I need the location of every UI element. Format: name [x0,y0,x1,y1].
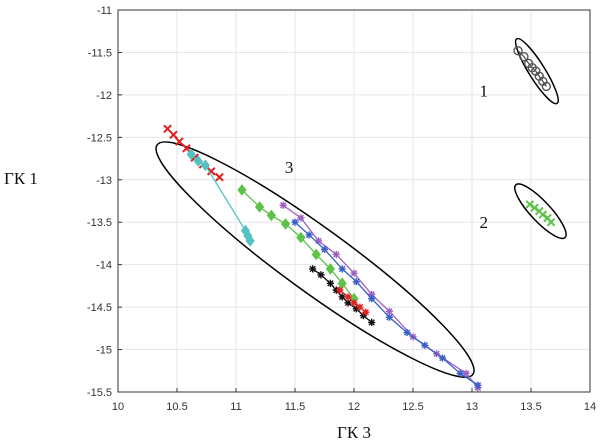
data-point [352,278,360,286]
data-point [325,263,336,275]
data-point [362,308,370,316]
cluster-label: 1 [480,82,489,101]
data-point [206,166,216,176]
data-point [385,307,393,315]
series-group [291,218,482,389]
x-tick-label: 12.5 [402,401,423,413]
data-point [305,231,313,239]
data-point [519,51,529,62]
data-point [352,305,360,313]
data-point [336,286,344,294]
x-tick-label: 10.5 [166,401,187,413]
data-point [309,265,317,273]
y-tick-label: -13 [96,175,112,187]
data-point [254,201,265,213]
data-point [169,130,178,140]
y-axis-label: ГК 1 [4,169,38,188]
y-tick-label: -15.5 [87,387,112,399]
series-group [186,148,255,247]
series-group [513,46,552,92]
data-point [350,299,358,307]
x-tick-label: 11.5 [285,401,306,413]
data-point [311,248,321,261]
data-point [338,293,346,301]
data-point [200,159,210,172]
data-point [513,46,523,56]
data-point [356,303,364,311]
data-point [186,148,196,161]
data-point [474,381,482,389]
y-tick-label: -13.5 [87,217,112,229]
data-point [326,279,334,287]
data-point [368,290,376,298]
x-tick-label: 10 [112,401,124,413]
series-group [525,200,556,227]
y-tick-label: -12 [96,90,112,102]
data-point [245,235,255,247]
cluster-labels: 1 2 3 [285,82,488,233]
y-tick-label: -12.5 [87,132,112,144]
x-tick-label: 11 [230,401,241,413]
data-point [280,218,291,230]
cluster-ellipse [514,37,559,105]
data-point [296,231,306,244]
data-point [438,354,447,362]
cluster-ellipses [155,37,567,378]
data-point [317,271,325,279]
series-group [336,286,370,316]
x-tick-label: 13 [466,401,478,413]
x-tick-label: 12 [348,401,360,413]
y-tick-label: -15 [96,345,112,357]
cluster-ellipse [514,183,567,240]
series-group [279,201,482,392]
y-tick-label: -11.5 [88,47,112,59]
data-point [266,209,277,222]
y-tick-label: -14 [96,260,112,272]
data-point [385,313,393,321]
data-point [359,312,368,320]
data-point [368,318,376,326]
data-point [332,250,340,259]
x-tick-label: 13.5 [520,401,541,413]
data-point [403,328,411,337]
data-point [344,293,352,301]
cluster-ellipse [155,141,475,378]
data-point [291,218,299,226]
data-point [320,245,329,253]
data-point [338,265,346,273]
x-tick-label: 14 [584,401,596,413]
data-point [297,214,305,222]
data-point [462,369,470,377]
y-tick-label: -11 [97,5,112,17]
data-point [456,369,464,377]
data-point [279,201,287,209]
data-point [368,295,376,303]
cluster-label: 3 [285,158,294,177]
data-series [163,46,556,392]
data-point [350,269,358,277]
x-axis-label: ГК 3 [337,423,371,442]
data-point [193,155,203,167]
data-point [215,172,224,182]
data-point [546,217,556,227]
series-group [309,265,376,326]
data-point [421,341,429,349]
data-point [182,144,191,153]
data-point [175,137,184,146]
tick-labels: 10 10.5 11 11.5 12 12.5 13 13.5 14-11-11.5-12-12… [87,5,596,413]
data-point [237,184,247,196]
series-line [517,50,547,87]
cluster-label: 2 [480,213,489,232]
data-point [315,237,323,245]
y-tick-label: -14.5 [87,302,112,314]
data-point [344,299,352,307]
axes [117,9,591,393]
data-point [541,81,552,92]
